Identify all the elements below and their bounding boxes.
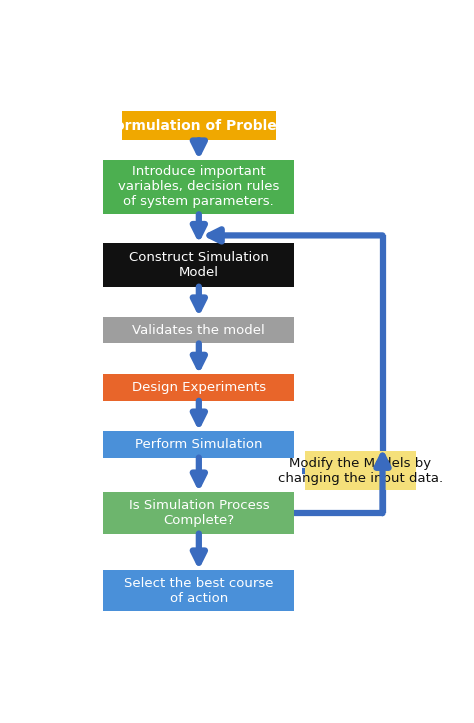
Text: Formulation of Problem: Formulation of Problem — [106, 119, 292, 133]
Text: Perform Simulation: Perform Simulation — [135, 437, 263, 450]
FancyBboxPatch shape — [103, 570, 294, 612]
FancyBboxPatch shape — [103, 431, 294, 458]
Text: Modify the Models by
changing the input data.: Modify the Models by changing the input … — [278, 457, 443, 485]
FancyBboxPatch shape — [305, 451, 416, 490]
Text: Introduce important
variables, decision rules
of system parameters.: Introduce important variables, decision … — [118, 166, 280, 208]
FancyBboxPatch shape — [103, 317, 294, 343]
Text: Select the best course
of action: Select the best course of action — [124, 576, 273, 604]
Text: Design Experiments: Design Experiments — [132, 381, 266, 394]
FancyBboxPatch shape — [122, 111, 276, 140]
FancyBboxPatch shape — [103, 374, 294, 401]
Text: Construct Simulation
Model: Construct Simulation Model — [129, 251, 269, 279]
FancyBboxPatch shape — [103, 243, 294, 286]
FancyBboxPatch shape — [103, 160, 294, 214]
Text: Is Simulation Process
Complete?: Is Simulation Process Complete? — [128, 499, 269, 526]
Text: Validates the model: Validates the model — [132, 323, 265, 336]
FancyBboxPatch shape — [103, 492, 294, 534]
